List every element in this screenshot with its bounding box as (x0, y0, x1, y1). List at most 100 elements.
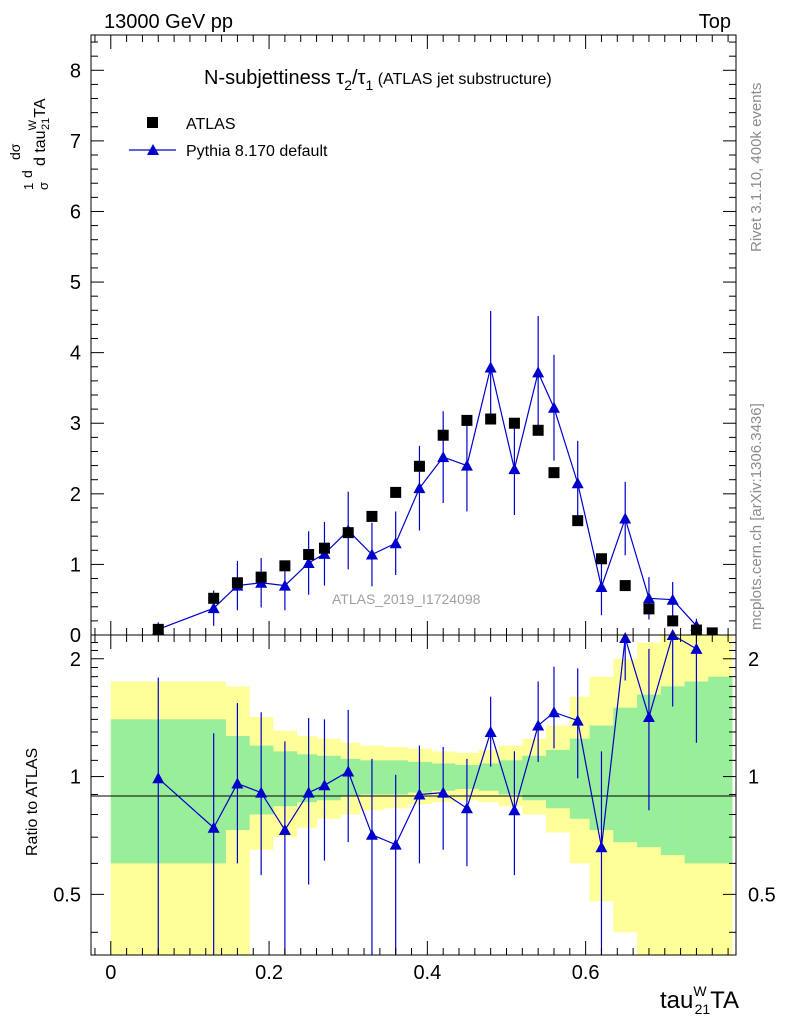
pythia-point (508, 463, 521, 475)
ratio-inner-band (708, 676, 733, 864)
ratio-panel-frame (90, 634, 737, 956)
atlas-point (548, 467, 560, 479)
ratio-y-axis-label: Ratio to ATLAS (24, 748, 41, 856)
ratio-inner-band (205, 719, 226, 864)
main-y-tick-label: 0 (70, 625, 81, 647)
main-y-axis-label: 1σddσ d tauW21TA (7, 98, 52, 190)
rivet-version-label: Rivet 3.1.10, 400k events (748, 83, 765, 252)
ratio-y-tick-label-right: 1 (748, 767, 759, 789)
ratio-point (278, 824, 291, 836)
pythia-point (666, 593, 679, 605)
atlas-point (255, 571, 267, 583)
pythia-point (595, 581, 608, 592)
x-axis: 0 0.2 0.4 0.6 (94, 35, 729, 984)
atlas-point (303, 549, 315, 561)
pythia-point (302, 557, 315, 568)
x-tick-label: 0 (105, 962, 116, 984)
ratio-inner-band (660, 686, 685, 856)
legend-label-pythia: Pythia 8.170 default (186, 143, 328, 160)
ratio-point (508, 804, 521, 816)
main-plot-area (152, 311, 718, 639)
pythia-point (460, 459, 473, 471)
ratio-inner-band (613, 707, 638, 843)
atlas-point (461, 414, 473, 426)
energy-label: 13000 GeV pp (104, 11, 233, 33)
main-y-tick-label: 8 (70, 60, 81, 82)
atlas-point (667, 615, 679, 627)
ratio-point (207, 821, 220, 833)
atlas-point (619, 580, 631, 592)
pythia-point (547, 401, 560, 413)
atlas-point (342, 527, 354, 539)
process-label: Top (699, 11, 731, 33)
ratio-point (547, 706, 560, 718)
ratio-plot-area (152, 629, 703, 955)
plot-title: N-subjettiness τ2/τ1 (ATLAS jet substruc… (204, 67, 552, 93)
ratio-y-axis: 0.5 0.5 1 1 2 2 (53, 642, 776, 933)
ratio-inner-band (569, 738, 590, 819)
main-y-tick-label: 2 (70, 484, 81, 506)
ratio-point (389, 838, 402, 850)
atlas-point (366, 510, 378, 522)
pythia-point (619, 512, 632, 524)
ratio-point (342, 765, 355, 777)
ratio-point (437, 786, 450, 798)
pythia-point (532, 366, 545, 378)
ratio-point (365, 828, 378, 840)
ratio-y-tick-label: 0.5 (53, 884, 81, 906)
legend: ATLAS Pythia 8.170 default (129, 116, 328, 160)
ratio-point (619, 631, 632, 643)
pythia-point (437, 451, 450, 463)
ratio-point (642, 710, 655, 722)
x-tick-label: 0.2 (255, 962, 283, 984)
ratio-point (595, 841, 608, 853)
atlas-point (508, 417, 520, 429)
pythia-point (365, 548, 378, 560)
ratio-point (571, 714, 584, 726)
main-y-tick-label: 6 (70, 201, 81, 223)
ratio-point (152, 772, 165, 784)
atlas-point (532, 424, 544, 436)
atlas-point (595, 553, 607, 565)
main-panel: 0 1 2 3 4 5 6 7 8 N-subjettiness τ2/τ1 (ATLAS je… (7, 34, 737, 647)
atlas-point (318, 542, 330, 554)
main-y-tick-label: 4 (70, 343, 81, 365)
main-y-tick-label: 7 (70, 131, 81, 153)
main-y-tick-label: 1 (70, 554, 81, 576)
ratio-inner-band (546, 749, 571, 809)
atlas-point (208, 592, 220, 604)
mcplots-label: mcplots.cern.ch [arXiv:1306.3436] (748, 403, 765, 630)
ratio-y-tick-label: 2 (70, 649, 81, 671)
ratio-point (484, 725, 497, 737)
ratio-y-tick-label-right: 0.5 (748, 884, 776, 906)
ratio-point (532, 719, 545, 731)
ratio-point (231, 777, 244, 789)
ratio-inner-band (498, 760, 523, 795)
legend-marker-pythia (147, 144, 159, 155)
atlas-point (643, 603, 655, 615)
atlas-point (231, 577, 243, 589)
atlas-point (572, 515, 584, 527)
ratio-inner-band (296, 754, 317, 803)
x-tick-label: 0.4 (413, 962, 441, 984)
atlas-point (279, 560, 291, 572)
ratio-y-tick-label-right: 2 (748, 649, 759, 671)
ratio-point (460, 802, 473, 814)
ratio-point (413, 788, 426, 800)
ratio-point (302, 786, 315, 798)
ratio-point (690, 642, 703, 654)
pythia-point (278, 579, 291, 591)
pythia-point (642, 592, 655, 604)
ratio-panel: 0.5 0.5 1 1 2 2 0 0.2 0.4 0.6 Ratio to ATLAS tau… (24, 35, 776, 1017)
x-tick-label: 0.6 (572, 962, 600, 984)
analysis-watermark: ATLAS_2019_I1724098 (332, 591, 481, 607)
atlas-point (437, 429, 449, 441)
ratio-y-tick-label: 1 (70, 767, 81, 789)
ratio-inner-band (478, 763, 499, 791)
legend-label-atlas: ATLAS (186, 116, 236, 133)
pythia-point (207, 602, 220, 614)
main-y-tick-label: 5 (70, 272, 81, 294)
atlas-point (390, 486, 402, 498)
x-axis-label: tauW 21TA (660, 983, 739, 1017)
ratio-inner-band (522, 755, 547, 801)
